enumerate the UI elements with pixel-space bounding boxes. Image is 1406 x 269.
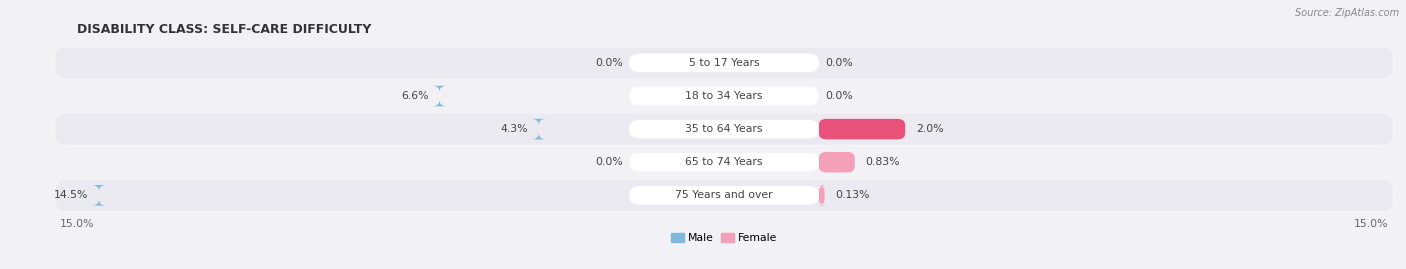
Text: 18 to 34 Years: 18 to 34 Years <box>685 91 763 101</box>
Text: 2.0%: 2.0% <box>915 124 943 134</box>
FancyBboxPatch shape <box>56 180 1392 211</box>
Text: 0.13%: 0.13% <box>835 190 870 200</box>
FancyBboxPatch shape <box>817 185 827 206</box>
Text: 6.6%: 6.6% <box>401 91 429 101</box>
FancyBboxPatch shape <box>531 119 547 139</box>
FancyBboxPatch shape <box>56 81 1392 111</box>
Text: 0.83%: 0.83% <box>866 157 900 167</box>
FancyBboxPatch shape <box>56 147 1392 178</box>
Text: Source: ZipAtlas.com: Source: ZipAtlas.com <box>1295 8 1399 18</box>
FancyBboxPatch shape <box>432 86 447 106</box>
Text: 0.0%: 0.0% <box>595 157 623 167</box>
FancyBboxPatch shape <box>56 48 1392 78</box>
Text: 35 to 64 Years: 35 to 64 Years <box>685 124 763 134</box>
Text: 0.0%: 0.0% <box>825 91 853 101</box>
Text: 0.0%: 0.0% <box>825 58 853 68</box>
Text: 65 to 74 Years: 65 to 74 Years <box>685 157 763 167</box>
FancyBboxPatch shape <box>630 120 818 138</box>
FancyBboxPatch shape <box>818 119 905 139</box>
FancyBboxPatch shape <box>818 152 855 172</box>
FancyBboxPatch shape <box>630 153 818 172</box>
Text: 5 to 17 Years: 5 to 17 Years <box>689 58 759 68</box>
FancyBboxPatch shape <box>630 87 818 105</box>
Text: 0.0%: 0.0% <box>595 58 623 68</box>
Legend: Male, Female: Male, Female <box>666 228 782 248</box>
Text: DISABILITY CLASS: SELF-CARE DIFFICULTY: DISABILITY CLASS: SELF-CARE DIFFICULTY <box>77 23 371 36</box>
FancyBboxPatch shape <box>630 54 818 72</box>
Text: 14.5%: 14.5% <box>53 190 89 200</box>
Text: 4.3%: 4.3% <box>501 124 527 134</box>
FancyBboxPatch shape <box>630 186 818 205</box>
FancyBboxPatch shape <box>91 185 107 206</box>
Text: 75 Years and over: 75 Years and over <box>675 190 773 200</box>
FancyBboxPatch shape <box>56 114 1392 144</box>
